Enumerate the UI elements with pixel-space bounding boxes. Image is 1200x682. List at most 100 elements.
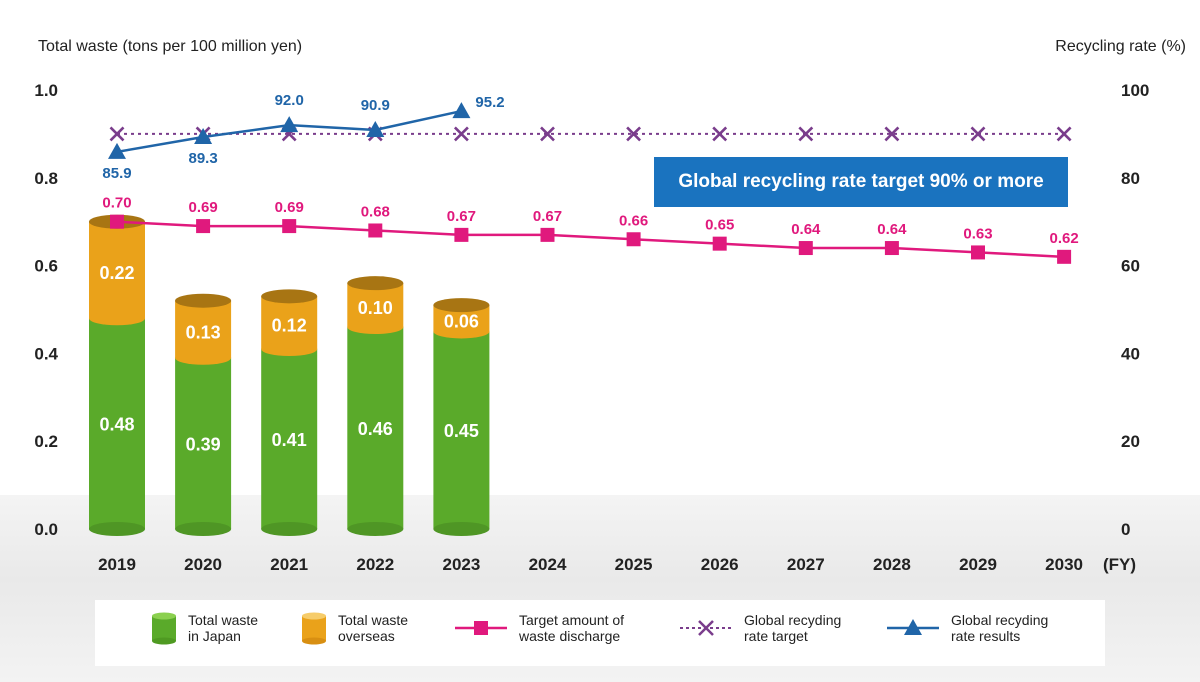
green-cylinder-icon [152, 612, 176, 645]
legend-item-rate-results: Global recyding rate results [885, 611, 1048, 645]
rate-results-label: 90.9 [361, 97, 390, 114]
target-discharge-label: 0.69 [188, 199, 217, 216]
bar-japan [261, 349, 318, 529]
x-tick-label: 2025 [615, 555, 653, 574]
bar-overseas-label: 0.22 [99, 263, 134, 283]
target-discharge-marker [282, 219, 297, 234]
bar-japan-base [89, 522, 145, 536]
bar-overseas-bottom [89, 311, 145, 326]
target-discharge-marker [798, 241, 813, 256]
bar-japan-base [347, 522, 404, 536]
bar-japan-base [175, 522, 232, 536]
legend-label-rate-target-2: rate target [744, 628, 808, 644]
bar-top-cap [347, 276, 404, 291]
target-discharge-marker [540, 227, 555, 242]
bar-overseas-label: 0.12 [272, 316, 307, 336]
target-discharge-marker [712, 236, 727, 251]
bar-overseas-bottom [433, 324, 490, 339]
y-left-tick-label: 1.0 [34, 81, 58, 100]
callout-box: Global recycling rate target 90% or more [654, 157, 1068, 207]
rate-results-marker [108, 142, 126, 159]
bar-overseas [89, 221, 145, 319]
legend-label-japan-2: in Japan [188, 628, 241, 644]
target-discharge-label: 0.70 [102, 195, 131, 212]
target-discharge-marker [1057, 249, 1072, 264]
x-tick-label: 2021 [270, 555, 308, 574]
x-tick-label: 2020 [184, 555, 222, 574]
rate-target-marker [540, 126, 555, 142]
legend-label-japan-1: Total waste [188, 612, 259, 628]
bar-top-cap [175, 293, 232, 308]
legend: Total waste in Japan Total waste overseas … [95, 600, 1105, 666]
rate-target-marker [970, 126, 986, 142]
rate-target-marker [109, 126, 125, 142]
target-discharge-label: 0.63 [963, 225, 992, 242]
bar-japan-label: 0.46 [358, 419, 393, 439]
y-axis-right-title: Recycling rate (%) [1055, 38, 1186, 55]
y-axis-left-title: Total waste (tons per 100 million yen) [38, 38, 303, 55]
bar-japan-label: 0.41 [272, 430, 307, 450]
legend-label-rate-results-1: Global recyding [951, 612, 1049, 628]
x-tick-label: 2023 [442, 555, 480, 574]
rate-results-label: 85.9 [102, 165, 131, 182]
target-discharge-label: 0.64 [877, 221, 907, 238]
x-tick-label: 2029 [959, 555, 997, 574]
bar-japan-label: 0.39 [186, 434, 221, 454]
bar-japan-label: 0.48 [99, 415, 134, 435]
bar-japan [175, 357, 232, 529]
rate-results-label: 89.3 [188, 150, 217, 167]
x-tick-label: 2026 [701, 555, 739, 574]
bar-japan-base [433, 522, 490, 536]
legend-item-japan: Total waste in Japan [150, 611, 258, 645]
y-left-tick-label: 0.4 [34, 344, 58, 363]
legend-label-rate-target-1: Global recyding [744, 612, 842, 628]
rate-target-marker [1056, 126, 1072, 142]
x-tick-label: 2028 [873, 555, 911, 574]
bar-overseas [261, 296, 318, 350]
x-tick-label: 2024 [529, 555, 567, 574]
legend-item-target-discharge: Target amount of waste discharge [453, 611, 624, 645]
legend-label-rate-results-2: rate results [951, 628, 1021, 644]
bar-japan [433, 331, 490, 529]
rate-target-marker [453, 126, 469, 142]
y-right-tick-label: 20 [1121, 432, 1140, 451]
y-left-tick-label: 0.0 [34, 520, 58, 539]
target-discharge-label: 0.67 [533, 208, 562, 225]
legend-item-overseas: Total waste overseas [300, 611, 408, 645]
bar-overseas-label: 0.06 [444, 311, 479, 331]
y-left-tick-label: 0.6 [34, 257, 58, 276]
target-discharge-label: 0.68 [361, 203, 390, 220]
target-discharge-marker [884, 241, 899, 256]
orange-cylinder-icon [302, 612, 326, 645]
bar-top-cap [261, 289, 318, 304]
legend-label-overseas-2: overseas [338, 628, 395, 644]
y-right-tick-label: 0 [1121, 520, 1130, 539]
x-axis-unit: (FY) [1103, 555, 1136, 574]
bar-top-cap [433, 298, 490, 313]
bar-overseas-label: 0.10 [358, 298, 393, 318]
target-discharge-label: 0.67 [447, 208, 476, 225]
y-right-tick-label: 80 [1121, 169, 1140, 188]
rate-results-label: 95.2 [475, 94, 504, 111]
target-discharge-marker [368, 223, 383, 238]
bar-overseas [347, 283, 404, 328]
rate-results-marker [452, 102, 471, 119]
target-discharge-label: 0.69 [275, 199, 304, 216]
bar-overseas-bottom [175, 350, 232, 365]
target-discharge-label: 0.65 [705, 217, 734, 234]
bar-overseas [175, 300, 232, 358]
bar-japan [89, 318, 145, 529]
target-discharge-marker [454, 227, 469, 242]
y-left-tick-label: 0.2 [34, 432, 58, 451]
y-right-tick-label: 60 [1121, 257, 1140, 276]
bar-japan-base [261, 522, 318, 536]
legend-label-target-1: Target amount of [519, 612, 625, 628]
rate-results-label: 92.0 [275, 92, 304, 109]
y-right-tick-label: 100 [1121, 81, 1149, 100]
x-tick-label: 2030 [1045, 555, 1083, 574]
bar-overseas-bottom [347, 320, 404, 335]
target-discharge-marker [971, 245, 985, 260]
rate-target-marker [626, 126, 642, 142]
target-discharge-marker [110, 214, 124, 229]
